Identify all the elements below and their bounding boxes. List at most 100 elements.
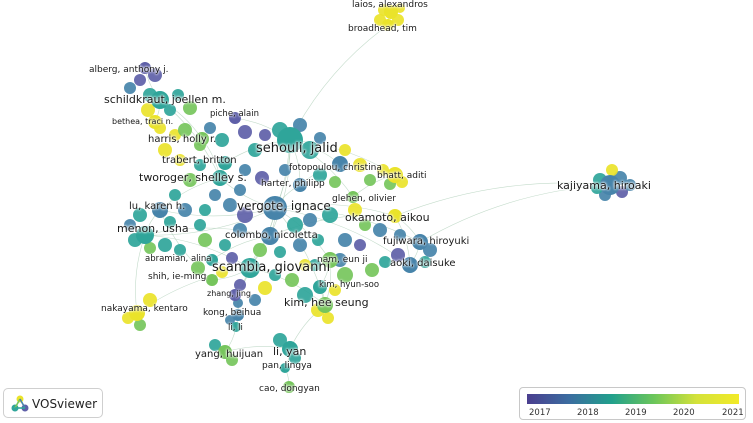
author-node-alberg[interactable] — [139, 62, 151, 74]
author-node[interactable] — [141, 103, 155, 117]
author-label-vergote[interactable]: vergote, ignace — [237, 199, 331, 213]
author-label-bethea[interactable]: bethea, traci n. — [112, 117, 174, 126]
author-label-shih[interactable]: shih, ie-ming — [148, 272, 207, 282]
author-label-glehen[interactable]: glehen, olivier — [332, 194, 396, 204]
author-node[interactable] — [339, 144, 351, 156]
author-node[interactable] — [238, 125, 252, 139]
author-node[interactable] — [297, 287, 313, 303]
author-node-scambia[interactable] — [240, 258, 260, 278]
author-label-liyan[interactable]: li, yan — [273, 345, 307, 358]
author-node-nam[interactable] — [322, 252, 338, 268]
author-node[interactable] — [178, 203, 192, 217]
author-node[interactable] — [183, 173, 197, 187]
author-label-colombo[interactable]: colombo, nicoletta — [225, 230, 318, 241]
author-node-kajiyama[interactable] — [600, 175, 620, 195]
author-label-tworoger[interactable]: tworoger, shelley s. — [139, 171, 247, 184]
author-label-menon[interactable]: menon, usha — [117, 222, 189, 235]
author-node-yanghuijuan[interactable] — [218, 345, 232, 359]
author-node-layer[interactable] — [129, 5, 620, 393]
author-node-fotopoulou[interactable] — [332, 156, 348, 172]
author-node-caodongyan[interactable] — [283, 381, 295, 393]
author-node[interactable] — [359, 219, 371, 231]
author-node[interactable] — [269, 269, 281, 281]
author-node-kimhyunsoo[interactable] — [313, 280, 327, 294]
author-node[interactable] — [353, 158, 367, 172]
author-node[interactable] — [394, 229, 406, 241]
author-node-lili[interactable] — [231, 322, 241, 332]
author-node-panlingya[interactable] — [280, 363, 290, 373]
author-node[interactable] — [377, 164, 389, 176]
author-node[interactable] — [223, 198, 237, 212]
author-label-kimheeseung[interactable]: kim, hee seung — [284, 296, 369, 309]
author-label-aoki[interactable]: aoki, daisuke — [390, 258, 456, 269]
author-node[interactable] — [293, 238, 307, 252]
author-node[interactable] — [133, 208, 147, 222]
author-label-laios[interactable]: laios, alexandros — [352, 0, 428, 10]
author-node-abramian[interactable] — [206, 254, 218, 266]
author-label-piche[interactable]: piche, alain — [210, 109, 259, 119]
author-node-colombo[interactable] — [261, 227, 279, 245]
author-label-panlingya[interactable]: pan, lingya — [262, 361, 312, 371]
author-node[interactable] — [169, 129, 181, 141]
author-node[interactable] — [134, 74, 146, 86]
author-node-trabert[interactable] — [218, 156, 232, 170]
author-label-trabert[interactable]: trabert, britton — [162, 155, 237, 166]
author-node[interactable] — [144, 242, 156, 254]
author-label-caodongyan[interactable]: cao, dongyan — [259, 384, 320, 394]
author-label-alberg[interactable]: alberg, anthony j. — [89, 65, 169, 75]
author-node[interactable] — [255, 171, 269, 185]
author-node-schildkraut[interactable] — [151, 91, 169, 109]
author-node[interactable] — [209, 189, 221, 201]
author-node[interactable] — [322, 207, 338, 223]
author-node-kongbeihua[interactable] — [232, 309, 244, 321]
author-node[interactable] — [148, 68, 162, 82]
author-node[interactable] — [174, 154, 186, 166]
author-node[interactable] — [287, 217, 303, 233]
author-node[interactable] — [253, 243, 267, 257]
author-node[interactable] — [314, 132, 326, 144]
author-node-vergote[interactable] — [263, 196, 287, 220]
author-node[interactable] — [234, 184, 246, 196]
author-node[interactable] — [274, 246, 286, 258]
author-label-yanghuijuan[interactable]: yang, huijuan — [195, 349, 264, 360]
author-node[interactable] — [313, 168, 327, 182]
author-node-okamoto[interactable] — [388, 209, 402, 223]
author-label-broadhead[interactable]: broadhead, tim — [348, 24, 417, 34]
author-label-kongbeihua[interactable]: kong, beihua — [203, 308, 262, 318]
author-node[interactable] — [216, 266, 228, 278]
author-label-lili[interactable]: li, li — [228, 323, 243, 333]
author-node[interactable] — [172, 89, 184, 101]
author-node[interactable] — [364, 174, 376, 186]
author-node[interactable] — [329, 176, 341, 188]
author-node[interactable] — [183, 101, 197, 115]
author-label-lukaren[interactable]: lu, karen h. — [129, 201, 186, 212]
author-node[interactable] — [143, 293, 157, 307]
author-node[interactable] — [194, 159, 206, 171]
author-node[interactable] — [234, 279, 246, 291]
author-node[interactable] — [219, 239, 231, 251]
author-node[interactable] — [624, 179, 636, 191]
author-node[interactable] — [169, 189, 181, 201]
author-label-harris[interactable]: harris, holly r. — [148, 134, 217, 145]
author-node-shih[interactable] — [206, 274, 218, 286]
author-node[interactable] — [348, 203, 362, 217]
author-node[interactable] — [191, 261, 205, 275]
author-node[interactable] — [391, 248, 405, 262]
author-label-kajiyama[interactable]: kajiyama, hiroaki — [557, 179, 651, 192]
author-node[interactable] — [303, 213, 317, 227]
author-node-nakayama[interactable] — [129, 305, 145, 321]
author-node[interactable] — [312, 234, 324, 246]
author-node[interactable] — [301, 141, 319, 159]
author-label-schildkraut[interactable]: schildkraut, joellen m. — [104, 93, 226, 106]
author-node[interactable] — [365, 263, 379, 277]
author-node-sehouli[interactable] — [277, 127, 303, 153]
author-node[interactable] — [249, 294, 261, 306]
author-node[interactable] — [293, 118, 307, 132]
author-node[interactable] — [354, 239, 366, 251]
author-node[interactable] — [158, 143, 172, 157]
author-node-broadhead[interactable] — [382, 19, 394, 31]
author-node[interactable] — [337, 267, 353, 283]
author-node[interactable] — [158, 238, 172, 252]
